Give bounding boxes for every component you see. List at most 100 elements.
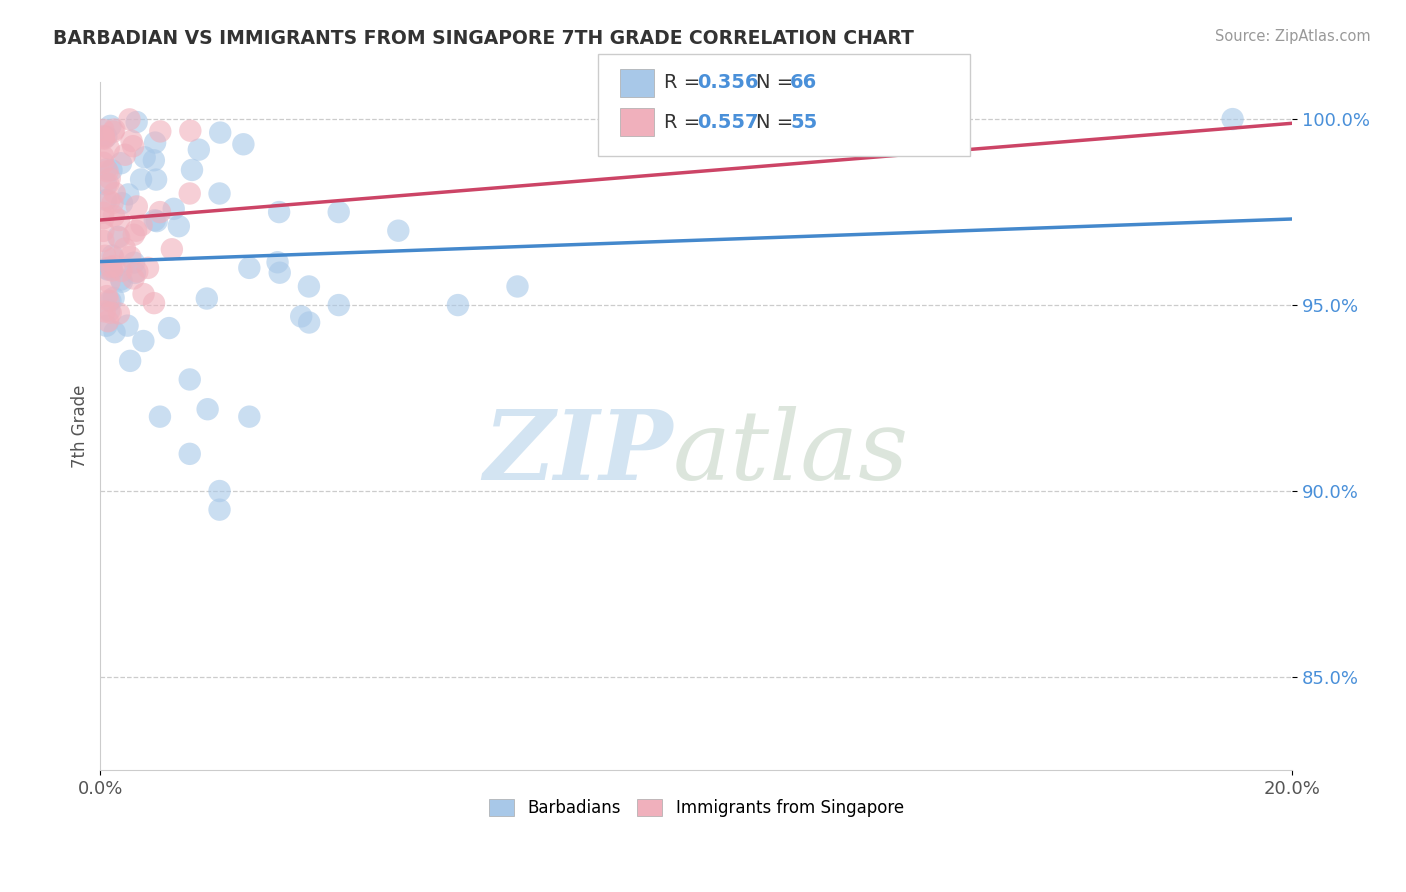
Point — [131, 218, 153, 232]
Point — [97, 314, 120, 328]
Point — [96, 178, 118, 192]
Point — [132, 334, 155, 348]
Point — [107, 230, 129, 244]
Point — [167, 219, 190, 234]
Y-axis label: 7th Grade: 7th Grade — [72, 384, 89, 467]
Text: 0.557: 0.557 — [697, 112, 759, 132]
Text: 0.356: 0.356 — [697, 73, 759, 93]
Point — [122, 271, 145, 285]
Point — [127, 264, 149, 278]
Point — [136, 260, 159, 275]
Text: N =: N = — [756, 73, 800, 93]
Point — [97, 141, 120, 155]
Point — [108, 230, 131, 244]
Text: ZIP: ZIP — [482, 407, 672, 500]
Point — [208, 502, 231, 516]
Point — [120, 250, 142, 264]
Point — [96, 129, 118, 144]
Point — [208, 483, 231, 498]
Point — [121, 134, 143, 148]
Point — [91, 206, 114, 220]
Point — [93, 131, 115, 145]
Point — [195, 292, 218, 306]
Point — [290, 310, 312, 324]
Point — [103, 252, 125, 266]
Point — [101, 248, 124, 262]
Point — [117, 187, 139, 202]
Point — [118, 112, 141, 127]
Point — [96, 162, 118, 177]
Point — [103, 325, 125, 339]
Point — [298, 316, 321, 330]
Point — [143, 296, 166, 310]
Point — [98, 194, 121, 208]
Text: atlas: atlas — [672, 407, 908, 500]
Point — [122, 139, 145, 153]
Point — [163, 202, 186, 216]
Point — [100, 260, 122, 274]
Point — [91, 211, 114, 226]
Point — [103, 122, 125, 136]
Point — [149, 205, 172, 219]
Point — [125, 199, 148, 213]
Point — [96, 289, 118, 303]
Point — [91, 224, 114, 238]
Point — [103, 259, 125, 273]
Point — [122, 227, 145, 242]
Point — [143, 213, 166, 227]
Point — [101, 263, 124, 277]
Point — [266, 255, 288, 269]
Point — [122, 255, 145, 269]
Point — [97, 177, 120, 191]
Point — [125, 224, 148, 238]
Point — [103, 125, 125, 139]
Point — [91, 123, 114, 137]
Point — [110, 156, 132, 170]
Point — [100, 119, 122, 133]
Point — [142, 153, 165, 168]
Point — [100, 163, 122, 178]
Point — [328, 205, 350, 219]
Point — [328, 298, 350, 312]
Legend: Barbadians, Immigrants from Singapore: Barbadians, Immigrants from Singapore — [482, 792, 911, 823]
Point — [387, 224, 409, 238]
Point — [506, 279, 529, 293]
Point — [181, 162, 204, 177]
Point — [96, 193, 118, 207]
Text: 55: 55 — [790, 112, 817, 132]
Point — [104, 186, 127, 200]
Text: 66: 66 — [790, 73, 817, 93]
Point — [179, 186, 201, 201]
Point — [108, 213, 131, 227]
Point — [145, 172, 167, 186]
Point — [103, 209, 125, 223]
Point — [179, 447, 201, 461]
Point — [91, 234, 114, 248]
Point — [1222, 112, 1244, 127]
Text: R =: R = — [664, 73, 706, 93]
Point — [98, 171, 121, 186]
Point — [129, 172, 152, 186]
Point — [269, 266, 291, 280]
Point — [298, 279, 321, 293]
Point — [238, 409, 260, 424]
Point — [124, 266, 146, 280]
Point — [120, 354, 142, 368]
Point — [179, 372, 201, 386]
Point — [209, 126, 232, 140]
Point — [97, 293, 120, 308]
Point — [132, 287, 155, 301]
Point — [160, 242, 183, 256]
Point — [96, 318, 118, 333]
Point — [94, 249, 117, 263]
Point — [94, 304, 117, 318]
Point — [157, 321, 180, 335]
Point — [134, 150, 156, 164]
Point — [93, 130, 115, 145]
Point — [111, 196, 134, 211]
Point — [145, 214, 167, 228]
Point — [149, 409, 172, 424]
Point — [238, 260, 260, 275]
Point — [101, 262, 124, 277]
Point — [125, 115, 148, 129]
